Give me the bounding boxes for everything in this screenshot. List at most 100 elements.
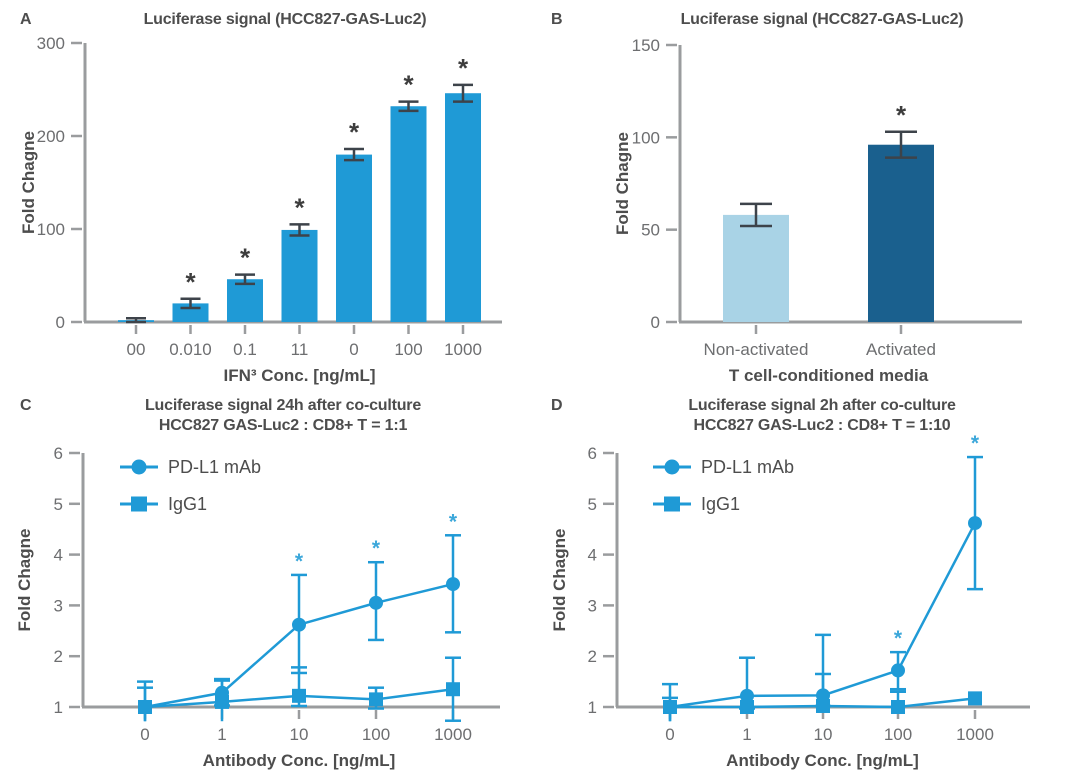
y-axis-title: Fold Chagne — [15, 529, 34, 632]
chart-title-line: Luciferase signal 2h after co-culture — [688, 397, 956, 414]
x-category-label: 0 — [665, 725, 674, 744]
x-category-label: 0 — [140, 725, 149, 744]
x-category-label: 11 — [291, 340, 309, 359]
data-point-circle — [891, 663, 905, 678]
x-category-label: Activated — [866, 340, 936, 359]
data-point-square — [663, 700, 677, 714]
x-category-label: 0.010 — [169, 340, 212, 359]
data-point-square — [138, 700, 152, 714]
y-tick-label: 3 — [54, 596, 63, 615]
panel-label-d: D — [551, 397, 563, 414]
y-tick-label: 2 — [588, 647, 597, 666]
y-tick-label: 0 — [651, 313, 660, 332]
x-category-label: 1000 — [434, 725, 472, 744]
chart-title-b: Luciferase signal (HCC827-GAS-Luc2) — [592, 10, 1052, 30]
data-point-square — [816, 698, 830, 713]
y-axis-title: Fold Chagne — [550, 529, 569, 632]
x-axis-title: Antibody Conc. [ng/mL] — [726, 751, 919, 770]
x-category-label: Non-activated — [704, 340, 809, 359]
y-tick-label: 4 — [54, 546, 63, 565]
y-tick-label: 1 — [588, 698, 597, 717]
panel-c: C Luciferase signal 24h after co-culture… — [0, 385, 540, 773]
panel-label-b: B — [551, 11, 563, 28]
significance-star: * — [185, 267, 196, 297]
chart-title-d: Luciferase signal 2h after co-culture HC… — [592, 396, 1052, 436]
x-category-label: 1 — [217, 725, 226, 744]
panel-a: A Luciferase signal (HCC827-GAS-Luc2) 0 1… — [0, 0, 540, 385]
panel-label-c: C — [20, 397, 32, 414]
data-point-square — [215, 694, 229, 709]
significance-star: * — [458, 53, 469, 83]
x-category-label: 1000 — [956, 725, 994, 744]
y-tick-label: 5 — [588, 495, 597, 514]
chart-d-svg: 1 2 3 4 5 6 0 1 10 100 1000 Antibody Conc. [ng/mL] F… — [550, 432, 1030, 770]
significance-star: * — [971, 432, 980, 455]
y-tick-label: 2 — [54, 647, 63, 666]
legend-label: IgG1 — [168, 494, 207, 514]
panel-label-a: A — [20, 11, 32, 28]
data-point-circle — [369, 595, 383, 610]
panel-b: B Luciferase signal (HCC827-GAS-Luc2) 0 5… — [540, 0, 1080, 385]
x-category-label: 100 — [362, 725, 390, 744]
chart-title-line: Luciferase signal (HCC827-GAS-Luc2) — [680, 11, 964, 28]
data-point-circle — [446, 577, 460, 592]
data-point-circle — [292, 617, 306, 632]
x-category-label: 100 — [884, 725, 912, 744]
y-tick-label: 150 — [632, 36, 660, 55]
legend-marker-square — [131, 496, 147, 512]
data-point-circle — [740, 688, 754, 703]
y-tick-label: 3 — [588, 596, 597, 615]
y-tick-label: 6 — [54, 444, 63, 463]
x-category-label: 0 — [349, 340, 358, 359]
data-point-square — [369, 692, 383, 707]
y-tick-label: 100 — [632, 128, 660, 147]
y-tick-label: 300 — [37, 34, 65, 53]
significance-star: * — [295, 550, 304, 573]
significance-star: * — [896, 100, 907, 130]
legend-marker-square — [664, 496, 680, 512]
y-axis-title: Fold Chagne — [613, 132, 632, 235]
legend-label: PD-L1 mAb — [701, 457, 794, 477]
y-tick-label: 6 — [588, 444, 597, 463]
legend-label: IgG1 — [701, 494, 740, 514]
x-category-label: 10 — [290, 725, 309, 744]
chart-title-line: Luciferase signal 24h after co-culture — [144, 397, 422, 414]
y-tick-label: 100 — [37, 220, 65, 239]
significance-star: * — [403, 70, 414, 100]
data-point-circle — [816, 688, 830, 703]
chart-title-a: Luciferase signal (HCC827-GAS-Luc2) — [65, 10, 505, 30]
bar — [445, 93, 481, 322]
data-point-square — [968, 691, 982, 706]
x-axis-title: Antibody Conc. [ng/mL] — [203, 751, 396, 770]
x-category-label: 1 — [742, 725, 751, 744]
significance-star: * — [894, 627, 903, 650]
significance-star: * — [240, 243, 251, 273]
x-axis-title: IFN³ Conc. [ng/mL] — [223, 366, 375, 385]
chart-c-svg: 1 2 3 4 5 6 0 1 10 100 1000 Antibody Conc. [ng/mL] F… — [15, 444, 500, 770]
chart-b-svg: 0 50 100 150 Non-activated Activated T cell-co… — [613, 36, 1022, 385]
legend-marker-circle — [664, 459, 680, 475]
data-point-circle — [968, 516, 982, 531]
bar — [336, 154, 372, 322]
significance-star: * — [294, 192, 305, 222]
x-category-label: 00 — [127, 340, 146, 359]
x-category-label: 0.1 — [233, 340, 257, 359]
y-tick-label: 50 — [641, 221, 660, 240]
data-point-square — [446, 682, 460, 697]
significance-star: * — [349, 117, 360, 147]
bar — [390, 106, 427, 323]
legend-label: PD-L1 mAb — [168, 457, 261, 477]
chart-title-c: Luciferase signal 24h after co-culture H… — [63, 396, 503, 436]
x-category-label: 1000 — [444, 340, 482, 359]
panel-d: D Luciferase signal 2h after co-culture … — [540, 385, 1080, 773]
bar — [227, 279, 263, 322]
x-axis-title: T cell-conditioned media — [729, 366, 929, 385]
legend-marker-circle — [131, 459, 147, 475]
x-category-label: 100 — [394, 340, 422, 359]
bar — [723, 214, 789, 322]
y-axis-title: Fold Chagne — [19, 131, 38, 234]
y-tick-label: 0 — [56, 313, 65, 332]
data-point-square — [740, 700, 754, 714]
chart-a-svg: 0 100 200 300 00 0.010 0.1 11 0 100 1000 IFN³ Conc.… — [19, 34, 502, 385]
